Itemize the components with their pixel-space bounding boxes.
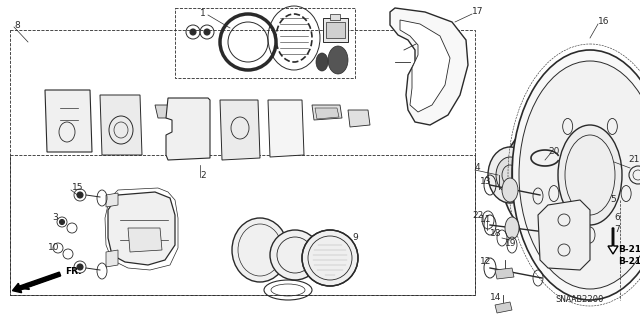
Text: 16: 16 [598, 18, 609, 26]
Text: 14: 14 [490, 293, 501, 302]
Polygon shape [155, 105, 178, 118]
Text: 1: 1 [200, 9, 205, 18]
Ellipse shape [232, 218, 288, 282]
Ellipse shape [204, 29, 210, 35]
Polygon shape [326, 22, 345, 38]
Polygon shape [538, 200, 590, 270]
Ellipse shape [60, 219, 65, 225]
Ellipse shape [302, 230, 358, 286]
Ellipse shape [316, 53, 328, 71]
Polygon shape [312, 105, 342, 120]
FancyArrow shape [608, 228, 618, 254]
Ellipse shape [558, 125, 622, 225]
Text: 13: 13 [480, 177, 492, 187]
Text: 10: 10 [48, 243, 60, 253]
Polygon shape [45, 90, 92, 152]
Polygon shape [495, 268, 514, 279]
Text: 22: 22 [472, 211, 483, 219]
Polygon shape [348, 110, 370, 127]
Text: 9: 9 [352, 233, 358, 241]
Text: 4: 4 [475, 164, 481, 173]
Text: B-21: B-21 [618, 246, 640, 255]
Ellipse shape [270, 230, 320, 280]
Ellipse shape [502, 178, 518, 202]
Ellipse shape [328, 46, 348, 74]
Polygon shape [100, 95, 142, 155]
Text: 20: 20 [548, 147, 559, 157]
Polygon shape [315, 108, 339, 119]
Text: 11: 11 [480, 216, 492, 225]
Ellipse shape [77, 192, 83, 198]
Text: SNAAB2200: SNAAB2200 [556, 295, 604, 305]
Ellipse shape [519, 61, 640, 289]
Ellipse shape [512, 50, 640, 300]
Text: 5: 5 [610, 196, 616, 204]
Ellipse shape [190, 29, 196, 35]
Ellipse shape [488, 147, 532, 203]
Ellipse shape [505, 217, 519, 239]
Polygon shape [166, 98, 210, 160]
Text: 6: 6 [614, 213, 620, 222]
Text: 3: 3 [52, 213, 58, 222]
FancyArrow shape [12, 272, 61, 293]
Polygon shape [220, 100, 260, 160]
Text: 2: 2 [200, 170, 205, 180]
Polygon shape [106, 193, 118, 207]
Polygon shape [495, 302, 512, 313]
Polygon shape [268, 100, 304, 157]
Text: 12: 12 [480, 257, 492, 266]
Polygon shape [323, 18, 348, 42]
Text: 17: 17 [472, 8, 483, 17]
Text: B-21-1: B-21-1 [618, 256, 640, 265]
Text: 21: 21 [628, 155, 639, 165]
Polygon shape [128, 228, 162, 252]
Text: 19: 19 [505, 239, 516, 248]
Text: 7: 7 [614, 226, 620, 234]
Ellipse shape [77, 264, 83, 270]
Ellipse shape [556, 166, 584, 194]
Polygon shape [330, 14, 340, 20]
Polygon shape [108, 192, 175, 265]
Ellipse shape [540, 150, 600, 210]
Polygon shape [400, 20, 450, 112]
Text: 18: 18 [490, 228, 502, 238]
Ellipse shape [502, 112, 638, 248]
Text: FR.: FR. [65, 268, 81, 277]
Polygon shape [106, 250, 118, 267]
Ellipse shape [512, 122, 628, 238]
Text: 15: 15 [72, 183, 83, 192]
Ellipse shape [496, 157, 524, 193]
Polygon shape [390, 8, 468, 125]
Text: 8: 8 [14, 20, 20, 29]
